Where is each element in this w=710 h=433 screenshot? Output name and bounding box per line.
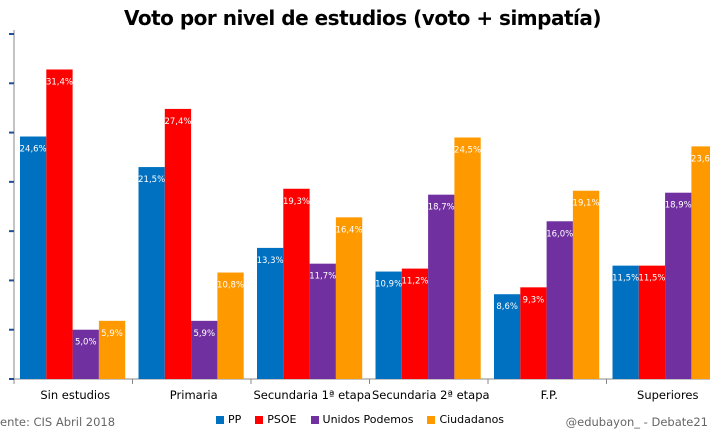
category-label: Superiores — [637, 388, 698, 402]
bar-ciudadanos — [98, 320, 126, 379]
bar-unidos-podemos — [309, 263, 336, 379]
bar-psoe — [520, 287, 547, 379]
data-label: 13,3% — [257, 256, 284, 266]
category-label: Secundaria 2ª etapa — [372, 388, 490, 402]
legend-swatch — [310, 415, 319, 424]
bar-pp — [612, 265, 639, 379]
bar-psoe — [46, 69, 73, 379]
data-label: 24,6% — [20, 145, 47, 155]
data-label: 27,4% — [164, 117, 191, 127]
bar-pp — [494, 294, 521, 379]
data-label: 18,9% — [665, 201, 692, 211]
bar-unidos-podemos — [72, 329, 99, 379]
bar-unidos-podemos — [665, 192, 692, 379]
legend-label: PSOE — [267, 413, 297, 426]
legend-label: PP — [228, 413, 242, 426]
data-label: 11,5% — [612, 274, 639, 284]
bar-pp — [20, 136, 47, 379]
chart-title: Voto por nivel de estudios (voto + simpa… — [123, 6, 602, 30]
bar-ciudadanos — [454, 137, 481, 379]
bar-psoe — [638, 265, 666, 379]
bar-pp — [375, 271, 402, 379]
data-label: 11,7% — [309, 272, 336, 282]
category-label: F.P. — [541, 388, 558, 402]
data-label: 8,6% — [496, 302, 518, 312]
source-note: ente: CIS Abril 2018 — [0, 415, 116, 429]
bar-psoe — [401, 268, 429, 379]
legend-item: PP — [216, 413, 241, 426]
legend: PP PSOE Unidos Podemos Ciudadanos — [216, 413, 504, 426]
credit-note: @edubayon_ - Debate21 — [565, 415, 708, 429]
legend-item: PSOE — [255, 413, 297, 426]
data-label: 10,9% — [375, 280, 402, 290]
bar-ciudadanos — [335, 217, 363, 379]
data-label: 11,5% — [638, 274, 665, 284]
data-label: 16,0% — [546, 229, 573, 239]
bar-psoe — [283, 188, 310, 379]
data-label: 5,9% — [101, 329, 123, 339]
data-label: 5,0% — [75, 338, 97, 348]
data-label: 31,4% — [46, 77, 73, 87]
legend-label: Unidos Podemos — [322, 413, 414, 426]
bar-pp — [257, 247, 284, 379]
data-label: 5,9% — [193, 329, 215, 339]
data-label: 23,6% — [691, 154, 710, 164]
bar-unidos-podemos — [546, 221, 573, 379]
bar-pp — [138, 167, 165, 379]
bar-unidos-podemos — [428, 194, 455, 379]
category-label: Secundaria 1ª etapa — [253, 388, 371, 402]
legend-item: Unidos Podemos — [310, 413, 414, 426]
bar-psoe — [164, 108, 192, 380]
data-label: 21,5% — [138, 175, 165, 185]
bar-ciudadanos — [691, 146, 710, 379]
data-label: 11,2% — [401, 277, 428, 287]
legend-swatch — [216, 415, 224, 424]
data-label: 10,8% — [217, 281, 244, 291]
data-label: 9,3% — [523, 295, 545, 305]
data-label: 16,4% — [336, 225, 363, 235]
legend-swatch — [427, 415, 436, 424]
legend-label: Ciudadanos — [439, 413, 505, 426]
data-label: 19,1% — [573, 199, 600, 209]
data-label: 18,7% — [428, 203, 455, 213]
data-label: 19,3% — [283, 197, 310, 207]
legend-item: Ciudadanos — [427, 413, 504, 426]
bar-ciudadanos — [572, 190, 600, 379]
category-label: Sin estudios — [40, 388, 110, 402]
data-label: 24,5% — [454, 146, 481, 156]
category-label: Primaria — [170, 388, 218, 402]
bar-ciudadanos — [217, 272, 244, 379]
legend-swatch — [255, 415, 264, 424]
bar-unidos-podemos — [191, 320, 218, 379]
